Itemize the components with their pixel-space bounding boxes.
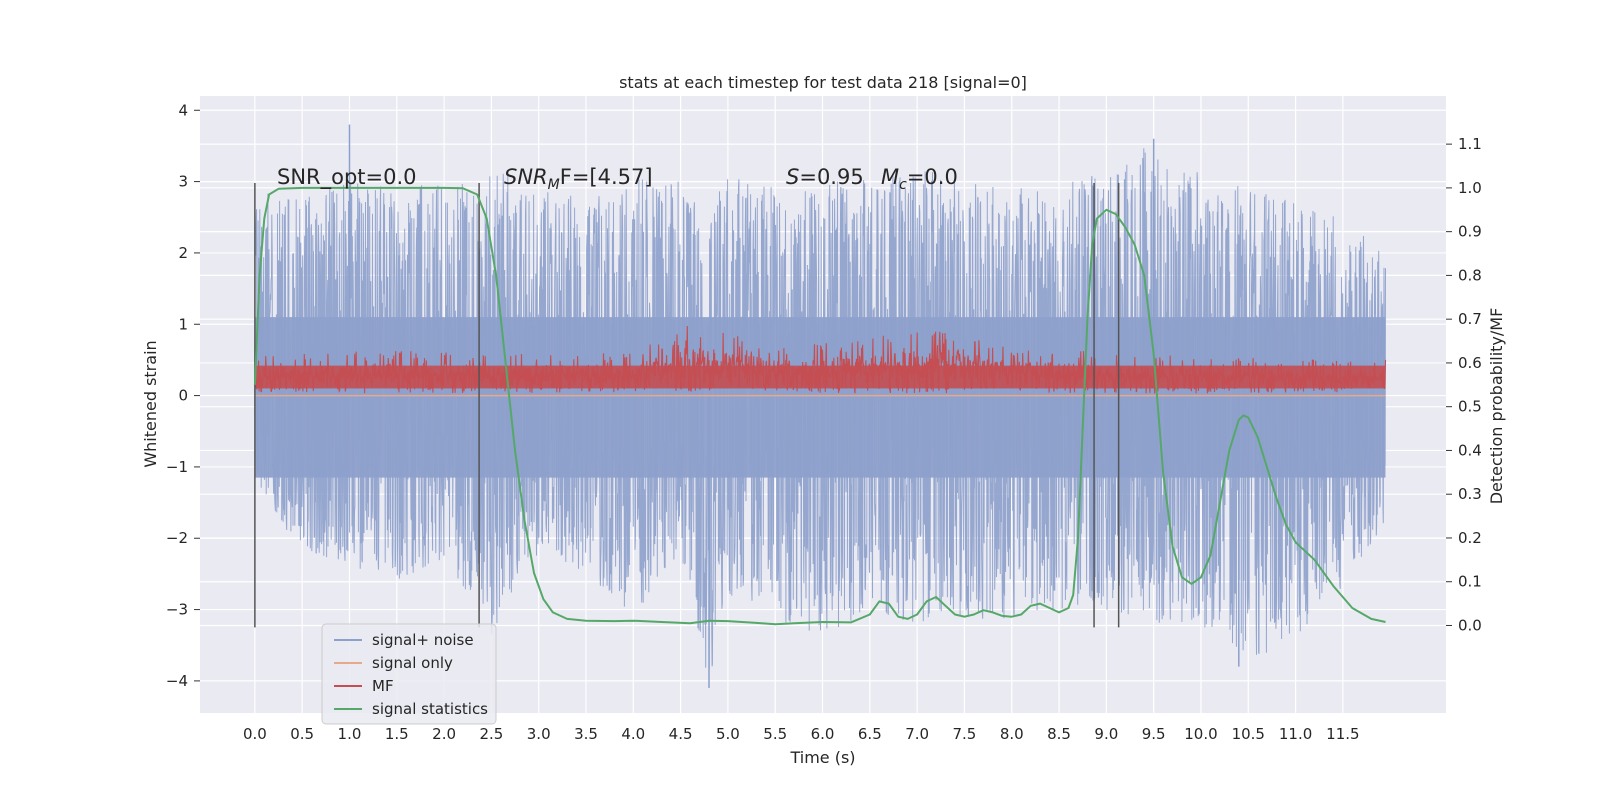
legend-label: signal only xyxy=(372,654,453,672)
x-tick-label: 3.0 xyxy=(527,725,551,743)
legend-box xyxy=(321,623,497,725)
x-tick-label: 9.0 xyxy=(1094,725,1118,743)
y-tick-label: 4 xyxy=(178,101,188,119)
x-tick-label: 6.0 xyxy=(811,725,835,743)
legend: signal+ noise signal only MF signal statist… xyxy=(321,623,497,725)
x-tick-label: 8.5 xyxy=(1047,725,1071,743)
series-mf xyxy=(254,325,1387,394)
x-tick-label: 4.5 xyxy=(669,725,693,743)
x-tick-label: 1.5 xyxy=(385,725,409,743)
y2-tick-label: 0.9 xyxy=(1458,223,1482,241)
y2-tick-label: 1.0 xyxy=(1458,179,1482,197)
data-layer xyxy=(253,124,1387,689)
annotation-snr-mf-sub: M xyxy=(548,177,560,193)
y-tick-label: −3 xyxy=(166,601,188,619)
x-tick-label: 0.0 xyxy=(243,725,267,743)
axis-layer: 0.0 0.5 1.0 1.5 2.0 2.5 3.0 3.5 4.0 4.5 5.0 5.5 6.0 6… xyxy=(166,101,1482,743)
x-tick-label: 1.0 xyxy=(338,725,362,743)
legend-items: signal+ noise signal only MF signal statist… xyxy=(334,631,488,718)
series-signal-noise xyxy=(254,124,1386,689)
x-tick-label: 6.5 xyxy=(858,725,882,743)
x-tick-label: 10.5 xyxy=(1232,725,1265,743)
y2-tick-label: 0.3 xyxy=(1458,485,1482,503)
y-tick-label: 2 xyxy=(178,244,188,262)
annotation-s: S=0.95 xyxy=(786,165,864,189)
y2-tick-label: 0.7 xyxy=(1458,310,1482,328)
x-tick-label: 7.0 xyxy=(905,725,929,743)
y2-tick-label: 0.6 xyxy=(1458,354,1482,372)
annotation-mc-sub: c xyxy=(899,177,907,193)
y2-tick-label: 1.1 xyxy=(1458,135,1482,153)
legend-label: signal+ noise xyxy=(372,631,474,649)
y2-tick-label: 0.1 xyxy=(1458,573,1482,591)
annotation-snr-opt: SNR_opt=0.0 xyxy=(277,165,417,190)
y2-axis-title: Detection probability/MF xyxy=(1487,308,1506,505)
y-tick-label: 3 xyxy=(178,173,188,191)
y-tick-label: −2 xyxy=(166,529,188,547)
y2-tick-label: 0.5 xyxy=(1458,398,1482,416)
x-tick-label: 5.5 xyxy=(763,725,787,743)
x-tick-label: 8.0 xyxy=(1000,725,1024,743)
y-tick-label: 1 xyxy=(178,315,188,333)
series-mf-line xyxy=(254,325,1387,394)
series-signal-noise-core xyxy=(254,317,1386,478)
legend-label: signal statistics xyxy=(372,700,488,718)
annotation-mc-value: =0.0 xyxy=(907,165,958,189)
annotation-snr-mf-rest: F=[4.57] xyxy=(560,165,653,189)
x-tick-label: 2.5 xyxy=(479,725,503,743)
annotation-mc: Mc=0.0 xyxy=(881,165,958,193)
chart-title: stats at each timestep for test data 218… xyxy=(619,73,1027,92)
x-tick-label: 7.5 xyxy=(953,725,977,743)
annotation-s-symbol: S xyxy=(786,165,799,189)
y2-tick-label: 0.4 xyxy=(1458,441,1482,459)
y-tick-label: −1 xyxy=(166,458,188,476)
annotation-snr-mf-base: SNR xyxy=(504,165,548,189)
x-tick-label: 2.0 xyxy=(432,725,456,743)
x-tick-label: 0.5 xyxy=(290,725,314,743)
y-tick-label: 0 xyxy=(178,387,188,405)
y2-tick-label: 0.2 xyxy=(1458,529,1482,547)
y2-tick-label: 0.8 xyxy=(1458,266,1482,284)
x-tick-label: 11.5 xyxy=(1326,725,1359,743)
y2-tick-label: 0.0 xyxy=(1458,616,1482,634)
x-tick-label: 5.0 xyxy=(716,725,740,743)
x-axis-title: Time (s) xyxy=(789,748,855,767)
y-axis-title: Whitened strain xyxy=(141,340,160,467)
annotation-mc-symbol: M xyxy=(881,165,899,189)
x-tick-label: 3.5 xyxy=(574,725,598,743)
series-signal-noise-line xyxy=(254,148,1386,670)
x-tick-label: 4.0 xyxy=(621,725,645,743)
y-tick-label: −4 xyxy=(166,672,188,690)
series-signal-statistics-line xyxy=(253,186,1386,626)
annotation-s-value: =0.95 xyxy=(799,165,863,189)
legend-label: MF xyxy=(372,677,394,695)
x-tick-label: 10.0 xyxy=(1184,725,1217,743)
annotation-snr-mf: SNRMF=[4.57] xyxy=(504,165,653,193)
x-tick-label: 9.5 xyxy=(1142,725,1166,743)
x-tick-label: 11.0 xyxy=(1279,725,1312,743)
